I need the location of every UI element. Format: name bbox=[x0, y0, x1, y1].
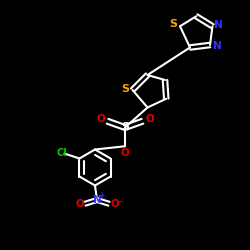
Text: N: N bbox=[92, 195, 102, 205]
Text: S: S bbox=[121, 122, 129, 132]
Text: +: + bbox=[98, 192, 104, 200]
Text: Cl: Cl bbox=[56, 148, 67, 158]
Text: O: O bbox=[96, 114, 105, 124]
Text: N: N bbox=[213, 41, 222, 51]
Text: O: O bbox=[110, 199, 119, 209]
Text: S: S bbox=[121, 84, 129, 94]
Text: O: O bbox=[120, 148, 130, 158]
Text: O: O bbox=[75, 199, 84, 209]
Text: ⁻: ⁻ bbox=[117, 199, 123, 209]
Text: O: O bbox=[145, 114, 154, 124]
Text: S: S bbox=[170, 19, 178, 29]
Text: N: N bbox=[214, 20, 223, 30]
